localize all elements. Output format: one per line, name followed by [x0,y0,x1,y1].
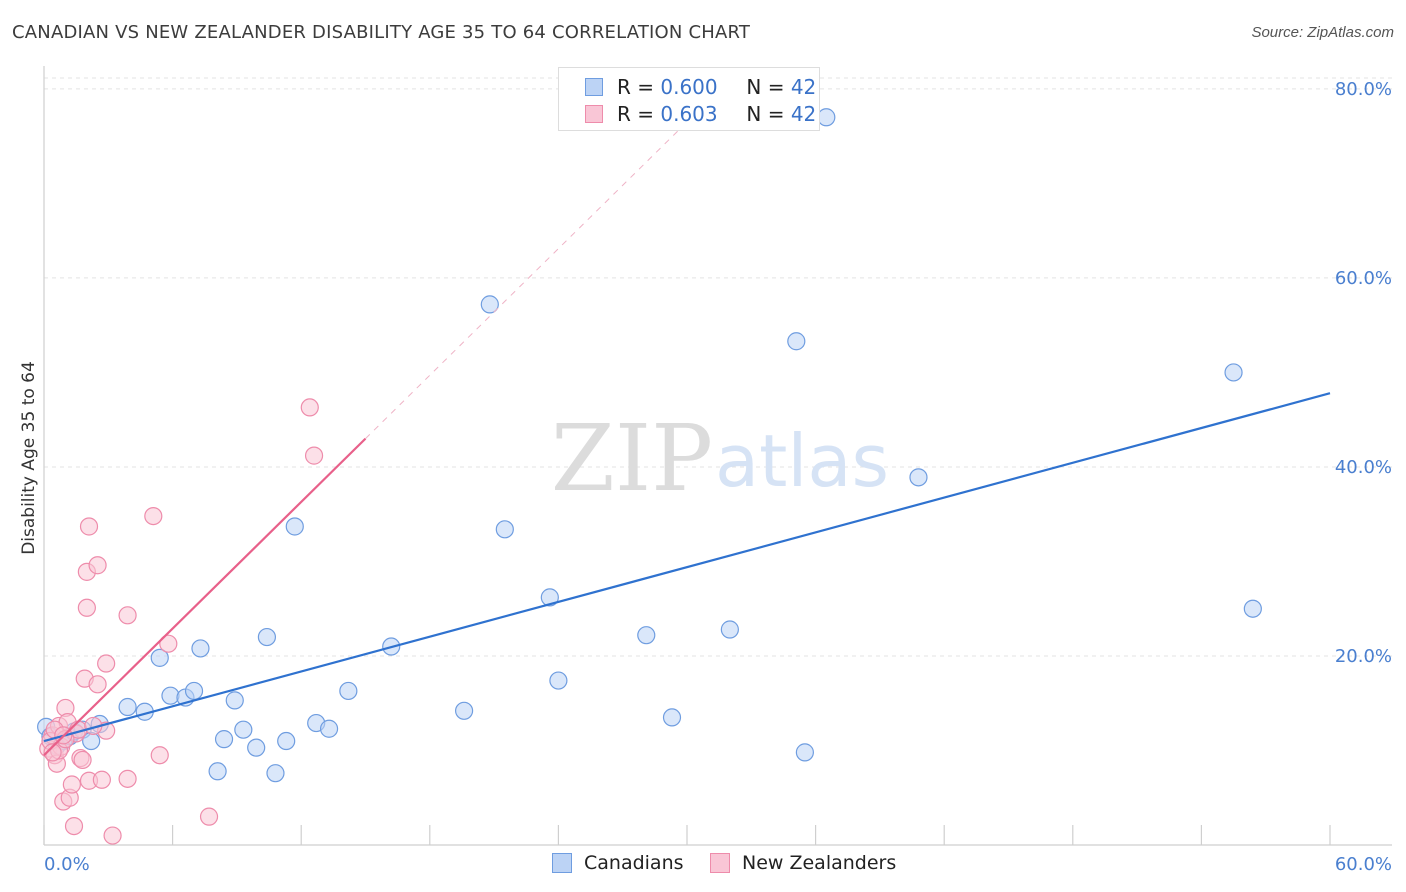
new-zealanders-swatch [585,105,603,123]
y-axis-label: Disability Age 35 to 64 [19,361,39,555]
chart-title: CANADIAN VS NEW ZEALANDER DISABILITY AGE… [12,22,751,43]
canadians-point [184,681,204,701]
stats-legend: R = 0.600 N = 42 R = 0.603 N = 42 [558,67,820,131]
canadians-trend-line [43,392,1331,743]
legend-item-new-zealanders: New Zealanders [710,852,896,874]
canadians-point [480,295,499,314]
legend-n-label: N = [746,75,785,99]
canadians-point [339,681,358,701]
canadians-point [247,738,266,757]
canadians-point [208,762,227,781]
canadians-point [277,731,296,751]
new-zealanders-point [300,398,319,417]
canadians-point [1243,599,1262,618]
y-tick-labels: 20.0% 40.0% 60.0% 80.0% [1335,79,1392,667]
new-zealanders-point [103,826,122,845]
legend-r-value: 0.603 [660,102,718,126]
legend-n-value: 42 [790,102,817,126]
canadians-point [234,720,253,739]
new-zealanders-point [62,775,81,794]
axes [43,66,1392,846]
new-zealanders-point [118,606,137,625]
canadians-point [454,701,474,720]
watermark-zip: ZIP [551,405,713,512]
data-points [37,108,1262,845]
new-zealanders-point [64,816,84,836]
y-tick-label: 80.0% [1335,79,1392,100]
canadians-point [285,517,304,536]
legend-n-label: N = [746,102,785,126]
x-tick-min: 0.0% [44,854,90,875]
new-zealanders-point [150,746,169,765]
canadians-point [191,639,210,658]
y-tick-label: 20.0% [1335,646,1392,667]
canadians-point [319,719,339,738]
legend-label-canadians: Canadians [584,852,684,874]
new-zealanders-point [92,770,111,789]
legend-r-value: 0.600 [660,75,718,99]
new-zealanders-point [144,506,163,526]
canadians-point [266,764,285,783]
watermark: ZIP atlas [551,405,889,512]
canadians-point [1224,363,1243,382]
new-zealanders-point [199,807,219,826]
watermark-atlas: atlas [715,419,889,503]
canadians-point [817,108,836,127]
new-zealanders-point [73,750,92,770]
canadians-point [161,686,180,705]
canadians-point [662,708,682,727]
trend-lines [43,121,1331,756]
new-zealanders-point [88,675,107,694]
canadians-point [637,626,656,645]
new-zealanders-trend-line [43,437,367,756]
legend-n-value: 42 [790,75,817,99]
new-zealanders-point [97,654,116,673]
y-tick-label: 60.0% [1335,268,1392,289]
canadians-swatch [585,78,603,96]
legend-r-label: R = [617,75,655,99]
source-label: Source: ZipAtlas.com [1251,24,1394,41]
new-zealanders-point [43,743,62,762]
new-zealanders-swatch [710,853,730,873]
new-zealanders-point [77,598,96,617]
canadians-point [118,697,137,717]
series-legend: Canadians New Zealanders [0,852,1406,878]
new-zealanders-point [304,446,324,465]
canadians-point [150,648,169,667]
new-zealanders-point [79,517,99,536]
canadians-point [795,743,814,762]
legend-row-canadians: R = 0.600 N = 42 [585,75,816,99]
legend-row-new-zealanders: R = 0.603 N = 42 [585,102,816,126]
canadians-point [540,588,559,607]
new-zealanders-trend-line [365,121,688,439]
canadians-point [495,520,514,539]
y-tick-label: 40.0% [1335,457,1392,478]
canadians-point [787,332,806,351]
gridlines [44,77,1392,657]
canadians-point [257,627,277,647]
x-tick-max: 60.0% [1335,854,1392,875]
new-zealanders-point [118,769,137,788]
canadians-point [720,620,739,639]
canadians-point [909,468,928,487]
legend-label-new-zealanders: New Zealanders [742,852,897,874]
canadians-swatch [552,853,572,873]
canadians-point [214,730,234,749]
legend-item-canadians: Canadians [552,852,684,874]
new-zealanders-point [88,556,107,575]
canadians-point [549,671,568,690]
new-zealanders-point [159,634,178,653]
canadians-point [225,691,244,710]
legend-r-label: R = [617,102,655,126]
